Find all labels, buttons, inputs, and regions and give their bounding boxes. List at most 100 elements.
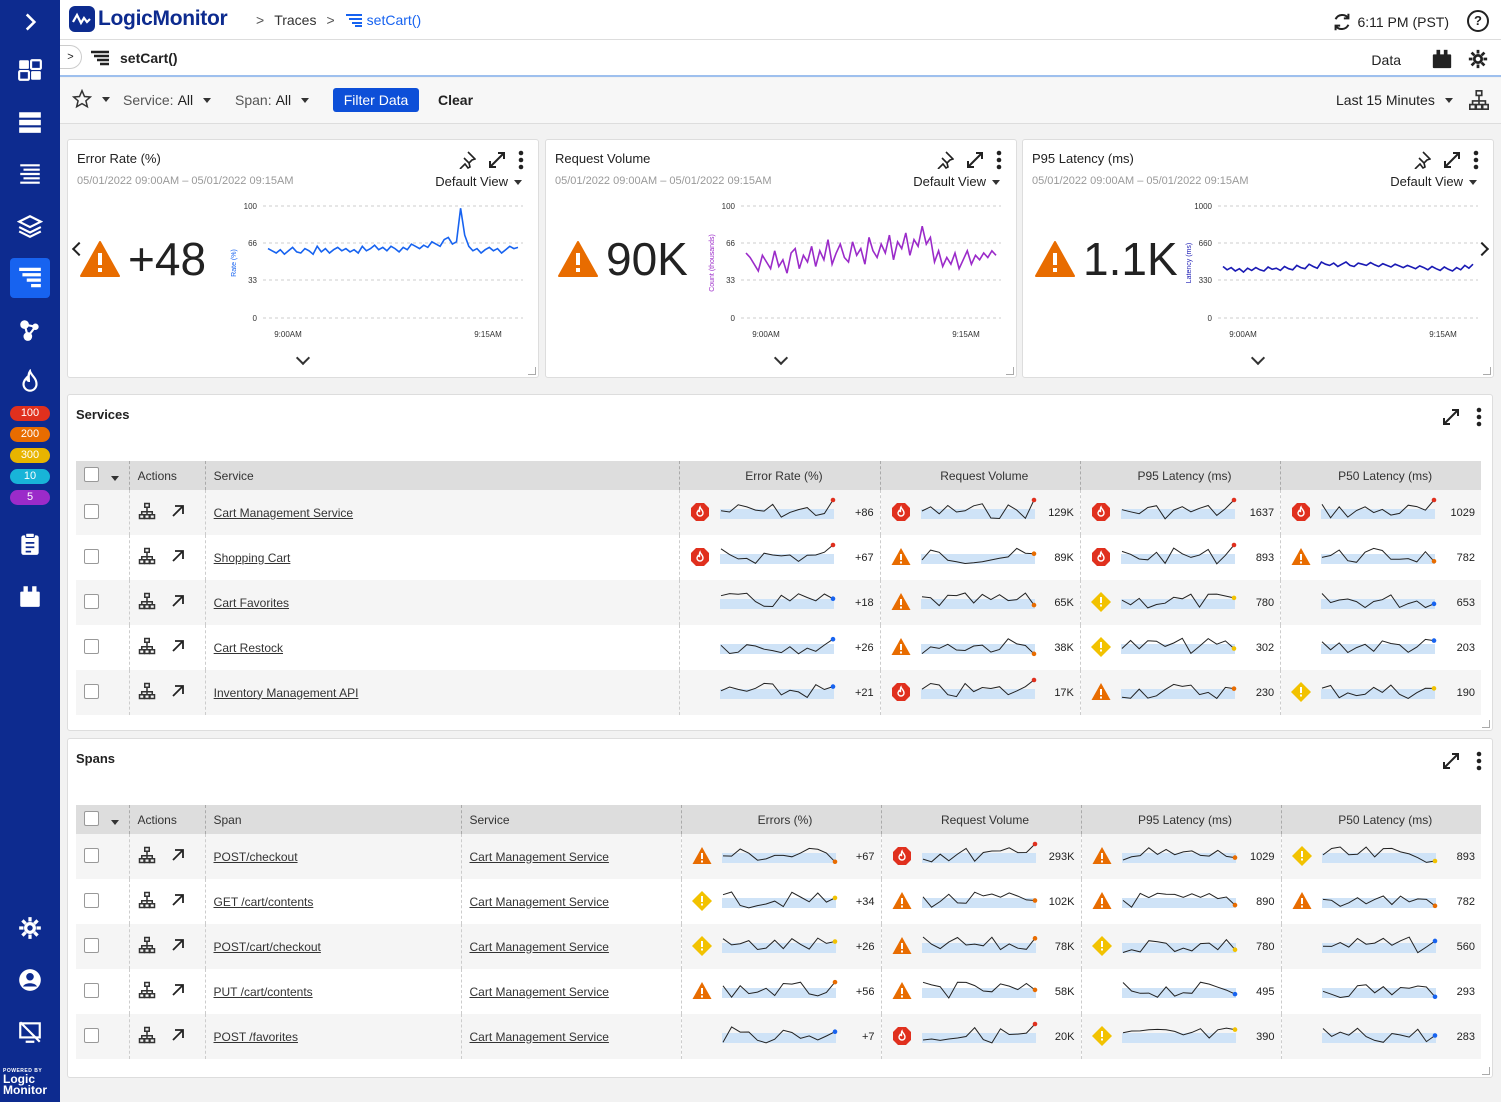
metric-cell[interactable]: +21 <box>679 670 881 715</box>
dashboards-icon[interactable] <box>10 50 50 90</box>
row-checkbox[interactable] <box>84 503 99 519</box>
metric-cell[interactable]: +56 <box>680 969 881 1014</box>
metric-cell[interactable]: 78K <box>880 924 1081 969</box>
col-request-volume[interactable]: Request Volume <box>880 805 1081 834</box>
row-select[interactable] <box>76 1014 129 1059</box>
service-link[interactable]: Cart Management Service <box>469 939 609 954</box>
help-icon[interactable]: ? <box>1467 10 1489 32</box>
favorite-dropdown[interactable] <box>72 89 110 109</box>
span-link[interactable]: PUT /cart/contents <box>213 984 313 999</box>
topology-icon[interactable] <box>138 846 156 867</box>
expand-sidebar-icon[interactable] <box>10 2 50 42</box>
col-service[interactable]: Service <box>460 805 681 834</box>
metric-cell[interactable]: 893 <box>1280 834 1481 879</box>
metric-cell[interactable]: 20K <box>880 1014 1081 1059</box>
row-checkbox[interactable] <box>84 683 99 699</box>
row-checkbox[interactable] <box>84 892 99 908</box>
row-checkbox[interactable] <box>84 593 99 609</box>
table-row[interactable]: Cart Restock +26 38K 302 203 <box>76 625 1481 670</box>
caret-down-icon[interactable] <box>111 819 119 825</box>
topology-icon[interactable] <box>138 981 156 1002</box>
table-row[interactable]: Inventory Management API +21 17K 230 190 <box>76 670 1481 715</box>
alert-badge-info[interactable]: 10 <box>10 469 50 484</box>
topology-icon[interactable] <box>138 1026 156 1047</box>
metric-cell[interactable]: +18 <box>679 580 881 625</box>
metric-cell[interactable]: 203 <box>1280 625 1481 670</box>
metric-cell[interactable]: 1637 <box>1079 490 1281 535</box>
topology-icon[interactable] <box>138 547 156 568</box>
table-row[interactable]: Cart Favorites +18 65K 780 653 <box>76 580 1481 625</box>
metric-cell[interactable]: 1029 <box>1080 834 1281 879</box>
table-row[interactable]: Shopping Cart +67 89K 893 782 <box>76 535 1481 580</box>
topology-icon[interactable] <box>138 592 156 613</box>
metric-cell[interactable]: 58K <box>880 969 1081 1014</box>
service-link[interactable]: Cart Management Service <box>469 1029 609 1044</box>
col-error-rate[interactable]: Error Rate (%) <box>679 461 881 490</box>
view-dropdown[interactable]: Default View <box>1390 174 1477 189</box>
service-link[interactable]: Shopping Cart <box>213 550 291 565</box>
metric-cell[interactable]: 893 <box>1079 535 1281 580</box>
table-row[interactable]: GET /cart/contents Cart Management Servic… <box>76 879 1481 924</box>
more-options-icon[interactable] <box>1476 407 1482 432</box>
service-link[interactable]: Cart Management Service <box>213 505 354 520</box>
col-p95-latency[interactable]: P95 Latency (ms) <box>1079 461 1281 490</box>
chevron-down-icon[interactable] <box>1250 350 1266 366</box>
row-checkbox[interactable] <box>84 638 99 654</box>
metric-cell[interactable]: 190 <box>1280 670 1481 715</box>
metric-cell[interactable]: +26 <box>680 924 881 969</box>
row-checkbox[interactable] <box>84 1027 99 1043</box>
open-link-arrow-icon[interactable] <box>170 683 186 702</box>
service-filter[interactable]: Service: All <box>123 92 212 108</box>
select-all[interactable] <box>76 461 130 490</box>
expand-icon[interactable] <box>488 151 506 174</box>
pin-icon[interactable] <box>1413 151 1432 174</box>
clear-button[interactable]: Clear <box>438 92 474 108</box>
row-select[interactable] <box>76 924 129 969</box>
resources-icon[interactable] <box>10 102 50 142</box>
expand-icon[interactable] <box>1442 408 1460 431</box>
metric-cell[interactable]: 1029 <box>1280 490 1481 535</box>
refresh-clock[interactable]: 6:11 PM (PST) <box>1331 11 1449 33</box>
col-p50-latency[interactable]: P50 Latency (ms) <box>1280 805 1481 834</box>
open-link-arrow-icon[interactable] <box>170 1027 186 1046</box>
resize-handle[interactable] <box>1482 720 1490 728</box>
metric-cell[interactable]: 890 <box>1080 879 1281 924</box>
col-p50-latency[interactable]: P50 Latency (ms) <box>1280 461 1481 490</box>
settings-icon[interactable] <box>10 908 50 948</box>
col-request-volume[interactable]: Request Volume <box>879 461 1081 490</box>
span-link[interactable]: POST /favorites <box>213 1029 298 1044</box>
table-row[interactable]: POST/cart/checkout Cart Management Servic… <box>76 924 1481 969</box>
metric-cell[interactable]: 38K <box>879 625 1081 670</box>
metric-cell[interactable]: 653 <box>1280 580 1481 625</box>
row-select[interactable] <box>76 580 130 625</box>
breadcrumb-current[interactable]: setCart() <box>345 12 421 28</box>
logs-icon[interactable] <box>10 154 50 194</box>
topology-icon[interactable] <box>138 936 156 957</box>
row-checkbox[interactable] <box>84 548 99 564</box>
expand-icon[interactable] <box>1443 151 1461 174</box>
topology-icon[interactable] <box>138 502 156 523</box>
service-link[interactable]: Cart Management Service <box>469 849 609 864</box>
open-link-arrow-icon[interactable] <box>170 548 186 567</box>
metric-cell[interactable]: 390 <box>1080 1014 1281 1059</box>
alerts-flame-icon[interactable] <box>10 362 50 402</box>
col-p95-latency[interactable]: P95 Latency (ms) <box>1080 805 1281 834</box>
row-checkbox[interactable] <box>84 982 99 998</box>
chevron-down-icon[interactable] <box>773 350 789 366</box>
briefcase-icon[interactable] <box>1431 48 1453 75</box>
service-link[interactable]: Cart Management Service <box>469 894 609 909</box>
metric-cell[interactable]: +34 <box>680 879 881 924</box>
topology-icon[interactable] <box>138 637 156 658</box>
metric-cell[interactable]: 17K <box>879 670 1081 715</box>
alert-badge-error[interactable]: 200 <box>10 427 50 442</box>
pin-icon[interactable] <box>458 151 477 174</box>
more-options-icon[interactable] <box>1476 751 1482 776</box>
metric-cell[interactable]: +26 <box>679 625 881 670</box>
user-account-icon[interactable] <box>10 960 50 1000</box>
select-all-checkbox[interactable] <box>84 466 99 482</box>
metric-cell[interactable]: 495 <box>1080 969 1281 1014</box>
resize-handle[interactable] <box>528 367 536 375</box>
row-select[interactable] <box>76 969 129 1014</box>
row-select[interactable] <box>76 535 130 580</box>
table-row[interactable]: POST /favorites Cart Management Service +7… <box>76 1014 1481 1059</box>
